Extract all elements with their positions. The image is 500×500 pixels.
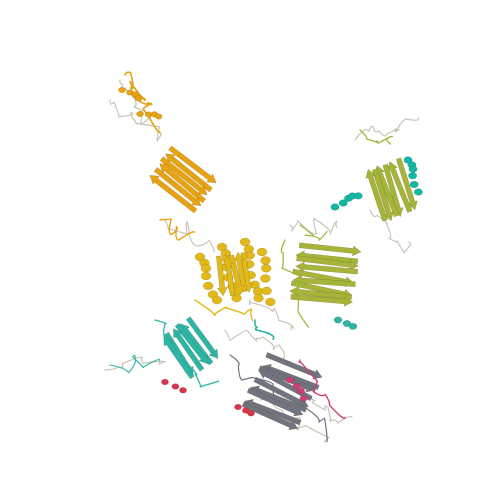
coil-segment: [254, 319, 275, 340]
helix-turn: [161, 378, 169, 386]
helix-turn: [118, 86, 126, 94]
helix-turn: [403, 156, 413, 164]
helix-turn: [292, 382, 301, 390]
helix-turn: [408, 165, 418, 173]
beta-strand: [174, 322, 209, 365]
helix-turn: [256, 247, 268, 257]
center-left-domain: [194, 237, 276, 322]
helix-turn: [239, 237, 251, 247]
helix-turn: [247, 410, 255, 417]
beta-strand: [149, 175, 198, 214]
top-right-domain: [330, 129, 423, 222]
helix-turn: [194, 252, 206, 262]
helix-turn: [342, 320, 352, 327]
helix-turn: [408, 172, 418, 180]
beta-strand: [168, 145, 217, 184]
beta-strand: [165, 153, 213, 193]
helix-turn: [260, 264, 272, 273]
coil-segment: [109, 354, 161, 374]
beta-strand: [159, 163, 206, 204]
coil-segment: [119, 79, 152, 126]
coil-segment: [298, 359, 346, 419]
helix-turn: [134, 95, 143, 102]
helix-turn: [200, 271, 212, 281]
beta-strand: [395, 157, 418, 211]
helix-turn: [136, 110, 144, 118]
coil-segment: [289, 217, 339, 235]
beta-strand: [216, 255, 228, 297]
helix-turn: [333, 316, 343, 324]
helix-turn: [179, 387, 187, 394]
helix-turn: [154, 113, 163, 120]
helix-turn: [338, 199, 348, 207]
helix-turn: [409, 180, 419, 189]
beta-strand: [173, 328, 205, 372]
coil-network: [104, 79, 420, 443]
coil-segment: [109, 99, 163, 143]
beta-strand: [371, 168, 394, 222]
beta-strand: [387, 161, 413, 213]
coil-segment: [280, 239, 310, 328]
bottom-teal-domain: [109, 316, 220, 388]
beta-strand: [159, 156, 208, 195]
helix-turn: [413, 188, 423, 196]
beta-strand: [228, 254, 245, 295]
beta-strand: [290, 294, 353, 307]
beta-strand: [246, 387, 304, 417]
beta-strand: [295, 261, 359, 275]
helix-turn: [231, 293, 242, 303]
helix-turn: [353, 192, 363, 200]
coil-segment: [359, 129, 394, 145]
center-right-domain: [280, 239, 362, 330]
helix-turn: [211, 295, 223, 305]
beta-strand: [365, 168, 388, 222]
coil-segment: [259, 398, 330, 443]
coil-segment: [159, 218, 196, 241]
coil-segment: [164, 219, 215, 253]
coil-segment: [299, 224, 328, 242]
helix-turn: [261, 286, 272, 296]
bottom-slate-domain: [161, 352, 346, 443]
helix-turn: [260, 256, 271, 265]
coil-segment: [354, 117, 420, 141]
helix-turn: [171, 383, 180, 390]
beta-strand: [298, 242, 362, 257]
coil-segment: [224, 329, 286, 360]
beta-strand: [222, 255, 236, 297]
helix-turn: [234, 403, 242, 411]
beta-strand: [186, 316, 219, 359]
coil-segment: [229, 354, 328, 443]
helix-turn: [253, 293, 264, 303]
helix-turn: [265, 297, 276, 307]
coil-segment: [154, 319, 220, 388]
helix-turn: [296, 387, 306, 395]
coil-segment: [299, 394, 353, 425]
beta-strand: [241, 401, 299, 431]
helix-turn: [285, 376, 295, 384]
helix-turn: [242, 407, 250, 414]
linker-segments: [254, 224, 328, 340]
beta-strand: [153, 167, 202, 206]
beta-strand: [296, 255, 359, 271]
coil-segment: [369, 209, 412, 254]
coil-segment: [194, 299, 254, 322]
helix-turn: [200, 264, 212, 273]
coil-segment: [248, 299, 294, 331]
top-left-domain: [118, 71, 217, 241]
helix-turn: [260, 274, 271, 283]
helix-turn: [299, 395, 308, 402]
helix-turn: [202, 281, 214, 291]
helix-turn: [330, 203, 340, 211]
helix-turn: [131, 91, 139, 98]
helix-turn: [348, 322, 358, 330]
